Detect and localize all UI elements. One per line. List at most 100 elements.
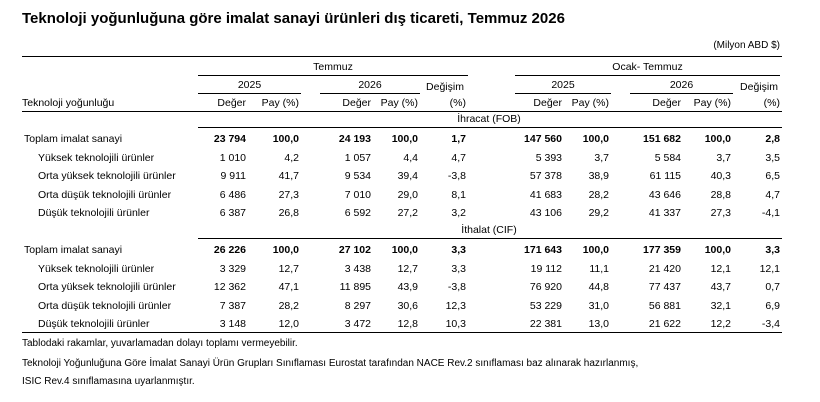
table-cell: 40,3 <box>710 170 731 182</box>
table-cell: 43 646 <box>648 188 681 201</box>
row-label: Düşük teknolojili ürünler <box>38 318 150 330</box>
table-cell: 3,7 <box>594 151 609 164</box>
column-header-degisim2: (%) <box>449 97 466 109</box>
table-cell: -4,1 <box>761 207 780 219</box>
table-cell: 12,1 <box>710 262 731 275</box>
table-cell: 29,0 <box>397 188 418 201</box>
table-cell: 30,6 <box>397 299 418 312</box>
row-label: Orta yüksek teknolojili ürünler <box>38 170 176 182</box>
row-label: Yüksek teknolojili ürünler <box>38 262 155 275</box>
table-cell: 100,0 <box>272 133 299 145</box>
table-cell: 2,8 <box>765 133 780 145</box>
table-cell: 44,8 <box>588 281 609 293</box>
column-header-deger: Değer <box>652 97 681 109</box>
table-cell: 39,4 <box>397 170 418 182</box>
table-cell: 29,2 <box>588 207 609 219</box>
table-cell: 100,0 <box>272 244 299 256</box>
table-cell: 27,3 <box>278 188 299 201</box>
table-cell: 100,0 <box>704 244 731 256</box>
table-cell: 12,0 <box>278 318 299 330</box>
table-cell: 12 362 <box>213 281 246 293</box>
year-header: 2025 <box>551 79 575 91</box>
table-cell: 177 359 <box>643 244 681 256</box>
degisim-header: Değişim <box>740 81 778 93</box>
footnote: ISIC Rev.4 sınıflamasına uyarlanmıştır. <box>22 376 195 387</box>
table-cell: 6,5 <box>765 170 780 182</box>
table-cell: 47,1 <box>278 281 299 293</box>
year-rule <box>198 93 301 94</box>
column-header-deger: Değer <box>533 97 562 109</box>
table-cell: 32,1 <box>710 299 731 312</box>
table-cell: 41 337 <box>648 207 681 219</box>
group-header-temmuz: Temmuz <box>313 61 353 73</box>
footnote: Tablodaki rakamlar, yuvarlamadan dolayı … <box>22 338 298 349</box>
table-top-rule <box>22 56 782 57</box>
table-cell: 9 534 <box>344 170 371 182</box>
unit-label: (Milyon ABD $) <box>713 40 780 51</box>
table-cell: 9 911 <box>220 170 247 182</box>
table-cell: 3 438 <box>344 262 371 275</box>
table-cell: 56 881 <box>648 299 681 312</box>
table-cell: 100,0 <box>582 244 609 256</box>
column-header-deger: Değer <box>342 97 371 109</box>
year-rule <box>320 93 420 94</box>
footnote: Teknoloji Yoğunluğuna Göre İmalat Sanayi… <box>22 358 639 369</box>
row-label: Orta düşük teknolojili ürünler <box>38 299 172 312</box>
table-cell: 3 329 <box>219 262 246 275</box>
row-label: Orta yüksek teknolojili ürünler <box>38 281 176 293</box>
row-label-header: Teknoloji yoğunluğu <box>22 97 115 109</box>
table-cell: -3,4 <box>761 318 780 330</box>
table-cell: 100,0 <box>391 244 418 256</box>
table-cell: 100,0 <box>391 133 418 145</box>
section-title: İthalat (CIF) <box>461 224 517 236</box>
table-cell: 28,2 <box>588 188 609 201</box>
table-cell: 4,7 <box>451 151 466 164</box>
group-rule-1 <box>198 75 468 76</box>
row-label: Orta düşük teknolojili ürünler <box>38 188 172 201</box>
column-header-pay: Pay (%) <box>380 97 418 109</box>
table-cell: 41,7 <box>278 170 299 182</box>
table-cell: 53 229 <box>529 299 562 312</box>
table-cell: 4,4 <box>403 151 418 164</box>
table-cell: 11 895 <box>339 281 371 293</box>
header-bottom-rule <box>22 111 782 112</box>
table-cell: 147 560 <box>524 133 562 145</box>
table-cell: 28,8 <box>710 188 731 201</box>
table-cell: 8 297 <box>344 299 371 312</box>
table-bottom-rule <box>22 332 782 333</box>
table-cell: 1 057 <box>344 151 371 164</box>
degisim-header: Değişim <box>426 81 464 93</box>
table-cell: 7 387 <box>219 299 246 312</box>
table-cell: 171 643 <box>524 244 562 256</box>
year-header: 2025 <box>237 79 262 91</box>
column-header-deger: Değer <box>217 97 246 109</box>
table-cell: 4,2 <box>284 151 299 164</box>
section-rule <box>198 238 782 239</box>
table-cell: 27,3 <box>710 207 731 219</box>
table-cell: 26,8 <box>278 207 299 219</box>
table-cell: 12,3 <box>445 299 466 312</box>
row-label: Toplam imalat sanayi <box>24 133 123 145</box>
row-label: Toplam imalat sanayi <box>24 244 123 256</box>
year-header: 2026 <box>669 79 694 91</box>
column-header-pay: Pay (%) <box>693 97 731 109</box>
table-cell: 24 193 <box>338 133 371 145</box>
table-cell: 3,5 <box>765 151 780 164</box>
column-header-pay: Pay (%) <box>261 97 299 109</box>
column-header-pay: Pay (%) <box>571 97 609 109</box>
section-rule <box>198 127 782 128</box>
table-cell: 76 920 <box>529 281 562 293</box>
table-cell: 4,7 <box>765 188 780 201</box>
table-cell: 27,2 <box>397 207 418 219</box>
table-cell: 6 387 <box>219 207 246 219</box>
table-cell: 3 148 <box>219 318 246 330</box>
table-cell: 61 115 <box>649 170 681 182</box>
table-cell: 43 106 <box>529 207 562 219</box>
year-rule <box>515 93 611 94</box>
table-cell: 8,1 <box>451 188 466 201</box>
row-label: Yüksek teknolojili ürünler <box>38 151 155 164</box>
table-cell: 100,0 <box>582 133 609 145</box>
table-cell: 12,1 <box>759 262 780 275</box>
table-cell: 12,7 <box>397 262 418 275</box>
table-cell: 3,3 <box>765 244 780 256</box>
